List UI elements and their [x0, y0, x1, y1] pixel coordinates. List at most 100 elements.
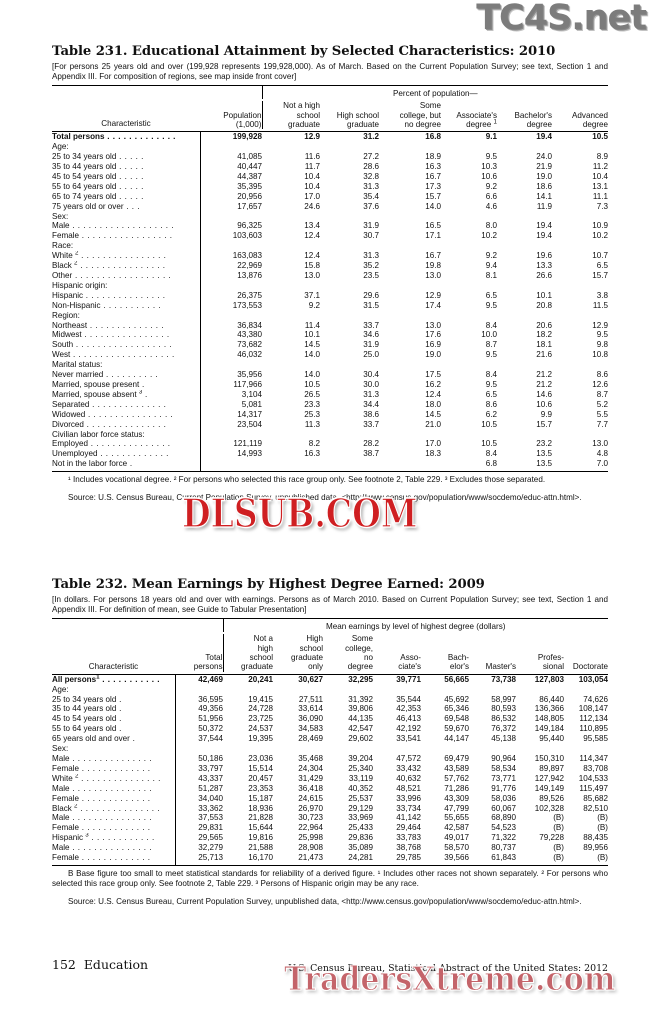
group-heading-row: Hispanic origin:	[52, 280, 608, 291]
row-value: 19,816	[248, 833, 273, 843]
table-231-footnotes: ¹ Includes vocational degree. ² For pers…	[68, 475, 546, 485]
spacer-cell	[223, 744, 273, 754]
row-label: Female . . . . . . . . . . . . .	[52, 763, 151, 773]
row-value: 8.7	[485, 340, 497, 350]
row-value: 31.2	[363, 132, 379, 142]
row-value: 23,353	[248, 783, 273, 793]
table-bottom-rule	[52, 469, 609, 473]
row-value: 17.5	[425, 370, 441, 380]
t232-col-masters: Master's	[485, 662, 516, 672]
table-row: All persons1 . . . . . . . . . . . 42,469…	[52, 674, 608, 685]
row-label: Married, spouse absent 3 .	[52, 389, 148, 399]
row-value: 23,504	[199, 419, 262, 430]
spacer-cell	[441, 430, 497, 440]
table-row: Male . . . . . . . . . . . . . . . 51,287…	[52, 783, 608, 794]
spacer-cell	[564, 744, 608, 754]
row-value: 10.3	[481, 162, 497, 172]
row-value: 24,281	[348, 853, 373, 863]
row-value: 10.1	[304, 330, 320, 340]
row-value: 8.4	[485, 320, 497, 330]
row-value: 16.8	[425, 132, 441, 142]
row-value: 36,834	[199, 320, 262, 331]
row-value: 20.8	[536, 300, 552, 310]
table-row: Black 2 . . . . . . . . . . . . . . . 33,…	[52, 803, 608, 814]
row-value: 21.9	[536, 162, 552, 172]
row-value: 10.7	[592, 251, 609, 261]
row-label: 35 to 44 years old . . . . .	[52, 162, 144, 172]
table-231-headnote: [For persons 25 years old and over (199,…	[52, 62, 608, 81]
spacer-cell	[497, 142, 552, 152]
table-row: 55 to 64 years old . 50,372 24,537 34,583 42…	[52, 724, 608, 735]
row-value: 76,372	[491, 724, 516, 734]
t232-col-doctorate: Doctorate	[572, 662, 608, 672]
row-label: Female . . . . . . . . . . . . .	[52, 823, 151, 833]
row-value: 8.7	[596, 389, 609, 399]
row-value: 6.5	[596, 261, 609, 271]
row-value: 24,615	[298, 793, 323, 803]
row-value: 31.3	[363, 389, 379, 399]
row-value: 91,776	[491, 783, 516, 793]
row-label: Total persons . . . . . . . . . . . . .	[52, 132, 176, 142]
spacer-cell	[262, 311, 320, 321]
row-label: Never married . . . . . . . . . .	[52, 370, 159, 380]
table-row: Female . . . . . . . . . . . . . . . . .…	[52, 231, 608, 242]
t232-col-hs-grad-only: High school graduate only	[291, 634, 323, 672]
table-row: Widowed . . . . . . . . . . . . . . . . 1…	[52, 409, 608, 420]
table-row: 35 to 44 years old . 49,356 24,728 33,614 39…	[52, 704, 608, 715]
row-label: 25 to 34 years old .	[52, 694, 122, 704]
row-value: 65,346	[444, 704, 469, 714]
spacer-cell	[497, 241, 552, 251]
spacer-cell	[379, 360, 441, 370]
row-value: 33,432	[396, 763, 421, 773]
row-value: 71,286	[444, 783, 469, 793]
spacer-cell	[199, 241, 262, 252]
row-value: 8.6	[596, 370, 609, 380]
spacer-cell	[373, 685, 421, 695]
row-value: 33,797	[174, 763, 223, 774]
row-value: 136,366	[534, 704, 564, 714]
group-heading: Sex:	[52, 744, 69, 754]
row-value: 19.4	[536, 221, 552, 231]
row-value: 28,908	[298, 843, 323, 853]
table-row: Non-Hispanic . . . . . . . . . . . 173,55…	[52, 300, 608, 311]
table-row: Hispanic . . . . . . . . . . . . . . . 26…	[52, 290, 608, 301]
t232-col-associates: Asso- ciate's	[398, 652, 421, 672]
row-value: 26,970	[298, 803, 323, 813]
page-footer-left: 152 Education	[52, 957, 148, 972]
spacer-cell	[441, 241, 497, 251]
spacer-cell	[497, 311, 552, 321]
spacer-cell	[379, 311, 441, 321]
spacer-cell	[552, 241, 608, 251]
row-value: 10.9	[592, 221, 609, 231]
row-value: 27.2	[363, 152, 379, 162]
table-row: 55 to 64 years old . . . . . 35,395 10.4 31…	[52, 181, 608, 192]
row-value: 3,104	[199, 389, 262, 400]
row-label: 55 to 64 years old .	[52, 724, 122, 734]
row-value: 6.5	[485, 290, 497, 300]
row-value: 31,392	[348, 694, 373, 704]
row-label: 45 to 54 years old . . . . .	[52, 171, 144, 181]
table-row: Never married . . . . . . . . . . 35,956 1…	[52, 370, 608, 380]
row-value: 37.1	[304, 290, 320, 300]
row-label: 75 years old or over . . .	[52, 201, 141, 211]
spacer-cell	[174, 684, 223, 695]
row-value: 69,548	[444, 714, 469, 724]
spacer-cell	[379, 142, 441, 152]
row-value: 115,497	[579, 783, 608, 793]
row-value: 17.0	[425, 439, 441, 449]
row-value: 95,585	[583, 734, 608, 744]
row-value: 33,996	[396, 793, 421, 803]
table-232-block: Table 232. Mean Earnings by Highest Degr…	[52, 577, 608, 915]
row-value: 13.0	[304, 271, 320, 280]
row-label: Separated . . . . . . . . . . . . . .	[52, 399, 167, 409]
row-value: 13,876	[199, 271, 262, 281]
table-231-body: Total persons . . . . . . . . . . . . . 1…	[52, 131, 609, 473]
row-value: 24,728	[248, 704, 273, 714]
t231-col-hs-grad: High school graduate	[336, 110, 379, 129]
row-value: 8.0	[485, 221, 497, 231]
table-row: 45 to 54 years old . 51,956 23,725 36,090 44…	[52, 714, 608, 725]
row-value: 89,526	[539, 793, 564, 803]
row-value: 29,565	[174, 833, 223, 844]
group-heading: Civilian labor force status:	[52, 429, 145, 439]
row-value: 16.7	[425, 251, 441, 261]
